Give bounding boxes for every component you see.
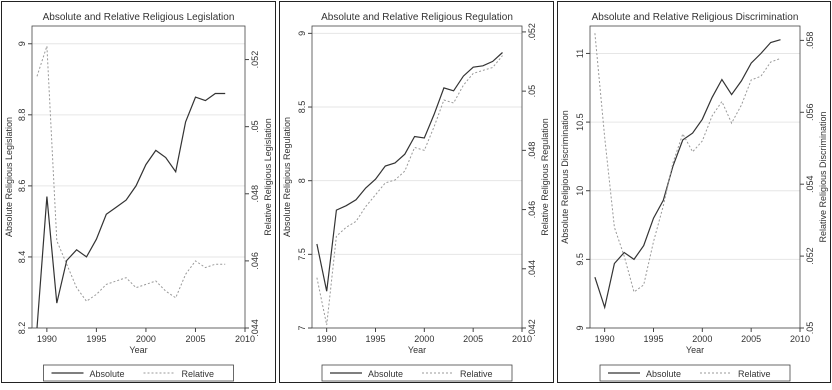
- y-left-axis-label: Absolute Religious Regulation: [282, 117, 292, 237]
- y-right-axis-label: Relative Religious Legislation: [263, 118, 273, 236]
- y-left-tick-label: 8.6: [17, 180, 27, 193]
- y-left-tick-label: 11: [575, 49, 585, 58]
- panel-frame: [557, 1, 831, 383]
- x-tick-label: 1990: [595, 334, 615, 344]
- y-right-tick-label: .054: [805, 175, 815, 193]
- legend: Absolute Relative: [321, 364, 513, 382]
- series-line-relative: [594, 33, 781, 293]
- y-right-tick-label: .046: [250, 252, 260, 270]
- y-right-tick-label: .05: [250, 120, 260, 133]
- chart-title: Absolute and Relative Religious Legislat…: [43, 12, 235, 23]
- panel-frame: [1, 1, 276, 383]
- chart-panel-1: Absolute and Relative Religious Legislat…: [1, 1, 276, 383]
- x-tick-label: 2010: [512, 334, 532, 344]
- x-axis-label: Year: [686, 345, 704, 355]
- legend-label-relative: Relative: [460, 369, 493, 379]
- y-left-tick-label: 9.5: [575, 253, 585, 266]
- plot-area: [31, 25, 246, 329]
- y-left-tick-label: 10.5: [575, 113, 585, 131]
- y-left-axis-label: Absolute Religious Discrimination: [560, 110, 570, 244]
- plot-area: [311, 25, 523, 329]
- y-right-axis-label: Relative Religious Discrimination: [818, 111, 828, 242]
- x-axis-label: Year: [129, 345, 147, 355]
- y-left-tick-label: 9: [17, 41, 27, 46]
- x-tick-label: 1990: [37, 334, 57, 344]
- x-tick-label: 1990: [317, 334, 337, 344]
- legend: Absolute Relative: [43, 364, 234, 382]
- legend-label-relative: Relative: [738, 369, 771, 379]
- legend-label-absolute: Absolute: [368, 369, 403, 379]
- y-right-tick-label: .046: [527, 201, 537, 219]
- legend-label-absolute: Absolute: [646, 369, 681, 379]
- y-right-tick-label: .05: [527, 85, 537, 98]
- x-tick-label: 1995: [365, 334, 385, 344]
- y-left-tick-label: 10: [575, 186, 585, 196]
- legend: Absolute Relative: [599, 364, 791, 382]
- y-right-tick-label: .044: [527, 260, 537, 278]
- series-line-absolute: [36, 92, 226, 329]
- y-right-tick-label: .058: [805, 32, 815, 50]
- x-tick-label: 2005: [185, 334, 205, 344]
- panel-frame: [279, 1, 554, 383]
- y-left-tick-label: 8.4: [17, 251, 27, 264]
- plot-area: [589, 25, 801, 329]
- x-tick-label: 2010: [235, 334, 255, 344]
- legend-box: [43, 364, 234, 382]
- y-left-tick-label: 9: [297, 31, 307, 36]
- x-tick-label: 2000: [414, 334, 434, 344]
- y-right-tick-label: .052: [805, 247, 815, 265]
- x-tick-label: 2005: [741, 334, 761, 344]
- chart-panel-2: Absolute and Relative Religious Regulati…: [279, 1, 554, 383]
- x-axis-label: Year: [408, 345, 426, 355]
- x-tick-label: 1995: [86, 334, 106, 344]
- chart-panel-3: Absolute and Relative Religious Discrimi…: [557, 1, 831, 383]
- x-tick-label: 2005: [463, 334, 483, 344]
- series-line-absolute: [316, 52, 503, 292]
- x-tick-label: 2010: [790, 334, 810, 344]
- y-left-tick-label: 8.2: [17, 322, 27, 335]
- y-left-tick-label: 8.5: [297, 101, 307, 114]
- y-right-tick-label: .052: [527, 23, 537, 41]
- series-line-relative: [36, 45, 226, 302]
- legend-box: [321, 364, 513, 382]
- y-right-tick-label: .052: [250, 51, 260, 69]
- legend-box: [599, 364, 791, 382]
- y-right-tick-label: .042: [527, 319, 537, 337]
- y-left-tick-label: 7.5: [297, 248, 307, 261]
- y-right-tick-label: .05: [805, 322, 815, 335]
- y-left-axis-label: Absolute Religious Legislation: [4, 117, 14, 237]
- y-left-tick-label: 8: [297, 178, 307, 183]
- y-right-tick-label: .044: [250, 319, 260, 337]
- y-left-tick-label: 9: [575, 325, 585, 330]
- y-left-tick-label: 7: [297, 325, 307, 330]
- series-line-absolute: [594, 39, 781, 310]
- y-right-axis-label: Relative Religious Regulation: [540, 118, 550, 236]
- x-tick-label: 2000: [136, 334, 156, 344]
- legend-label-absolute: Absolute: [90, 369, 125, 379]
- y-left-tick-label: 8.8: [17, 109, 27, 122]
- y-right-tick-label: .048: [527, 142, 537, 160]
- y-right-tick-label: .048: [250, 185, 260, 203]
- series-line-relative: [316, 55, 503, 326]
- chart-title: Absolute and Relative Religious Discrimi…: [592, 12, 799, 23]
- y-right-tick-label: .056: [805, 104, 815, 122]
- x-tick-label: 2000: [692, 334, 712, 344]
- chart-title: Absolute and Relative Religious Regulati…: [321, 12, 513, 23]
- x-tick-label: 1995: [643, 334, 663, 344]
- legend-label-relative: Relative: [182, 369, 215, 379]
